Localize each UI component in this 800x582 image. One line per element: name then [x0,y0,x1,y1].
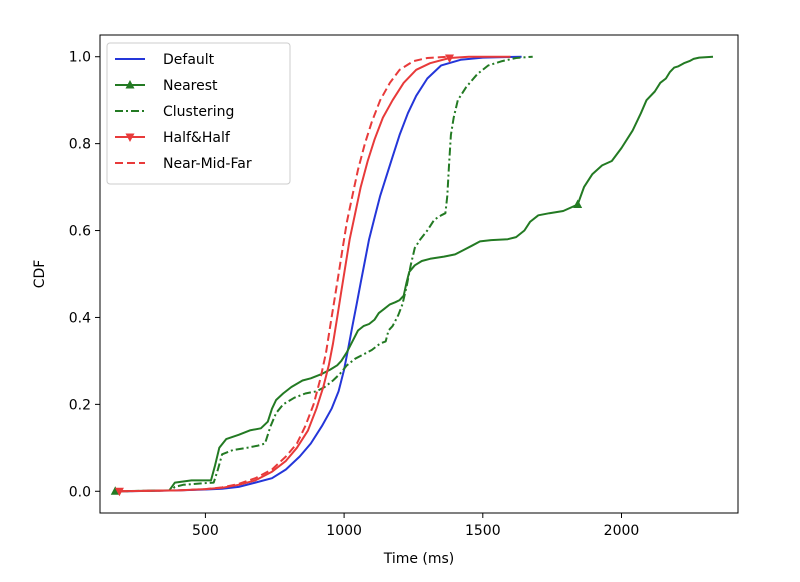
series-line-nearest [115,55,714,493]
legend-label-half-half: Half&Half [163,130,231,146]
y-tick-label: 0.2 [69,397,91,413]
legend-item-half-half: Half&Half [115,130,231,146]
legend-item-clustering: Clustering [115,104,234,120]
legend-label-nearest: Nearest [163,78,218,94]
legend-item-default: Default [115,52,215,68]
y-axis-label: CDF [32,260,48,289]
legend-item-nearest: Nearest [115,78,218,94]
series-layer [110,54,714,497]
series-line-default [122,55,522,493]
y-tick-label: 0.0 [69,484,91,500]
legend-items: Default Nearest Clustering Half&Half Near-Mi… [115,52,252,172]
x-tick-label: 2000 [604,523,640,539]
x-tick-label: 1000 [326,523,362,539]
legend-label-clustering: Clustering [163,104,234,120]
x-axis-label: Time (ms) [383,551,455,567]
legend-label-near-mid-far: Near-Mid-Far [163,156,252,172]
legend-marker-nearest [125,80,135,89]
tick-layer: 500 1000 1500 2000 0.0 0.2 0.4 0.6 0.8 1.0 [69,50,640,539]
y-tick-label: 0.6 [69,224,91,240]
legend-box [106,42,291,185]
series-marker-nearest [573,199,583,208]
x-tick-label: 500 [192,523,219,539]
series-line-near-mid-far [119,55,450,493]
series-line-half-half [119,55,511,493]
series-default [122,55,522,493]
y-tick-label: 0.4 [69,310,91,326]
legend-item-near-mid-far: Near-Mid-Far [115,156,252,172]
x-tick-label: 1500 [465,523,501,539]
series-marker-half-half [445,54,455,64]
legend-label-default: Default [163,52,215,68]
y-tick-label: 1.0 [69,50,91,66]
series-near-mid-far [119,55,450,493]
legend: Default Nearest Clustering Half&Half Near-Mi… [106,42,291,185]
y-tick-label: 0.8 [69,137,91,153]
legend-marker-half-half [125,133,135,142]
